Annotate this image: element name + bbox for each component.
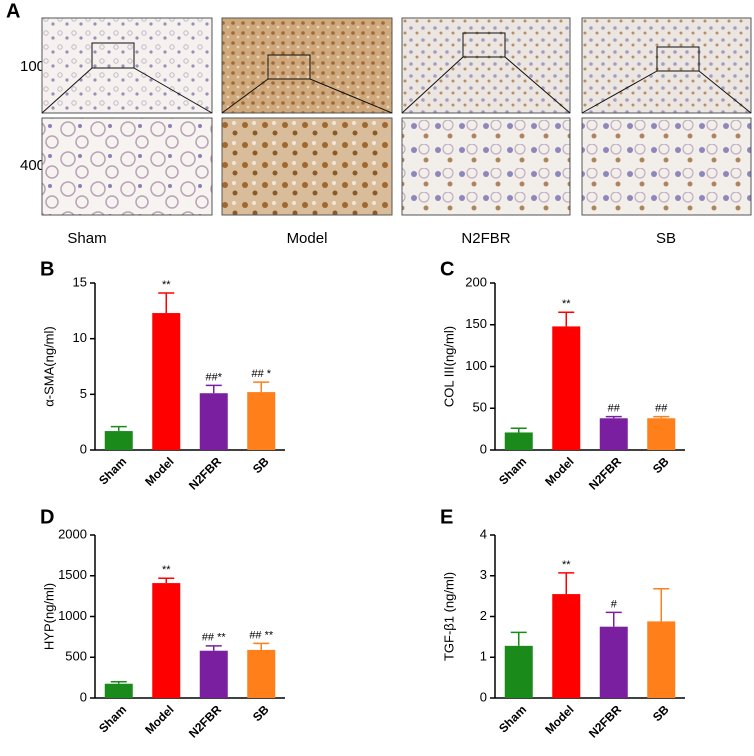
x-tick-label: Sham	[496, 702, 529, 735]
panel-label: B	[40, 258, 54, 280]
bar	[504, 645, 533, 698]
group-label: N2FBR	[461, 230, 510, 247]
x-tick-label: Model	[542, 702, 576, 736]
bar	[647, 418, 676, 450]
bar	[647, 621, 676, 698]
y-tick-label: 50	[473, 400, 487, 415]
zoom-line	[581, 70, 658, 114]
y-tick-label: 200	[465, 274, 487, 289]
significance: **	[162, 564, 171, 576]
bar	[104, 683, 133, 698]
micrograph	[41, 117, 213, 216]
zoom-box	[91, 42, 135, 69]
significance: ## **	[249, 629, 274, 641]
y-tick-label: 100	[465, 358, 487, 373]
y-tick-label: 150	[465, 316, 487, 331]
zoom-line	[309, 78, 393, 114]
significance: **	[562, 298, 571, 310]
micrograph	[221, 17, 393, 114]
zoom-line	[504, 56, 571, 114]
y-axis-label: TGF-β1 (ng/ml)	[441, 572, 456, 661]
bar	[104, 431, 133, 450]
x-tick-label: Sham	[96, 454, 129, 487]
y-tick-label: 0	[480, 441, 487, 456]
bar	[247, 392, 276, 450]
y-tick-label: 1000	[58, 608, 87, 623]
bar	[152, 583, 181, 698]
bar	[599, 418, 628, 450]
y-tick-label: 1	[480, 649, 487, 664]
x-tick-label: SB	[250, 702, 272, 724]
zoom-line	[41, 67, 93, 114]
micrograph	[401, 17, 571, 114]
x-tick-label: SB	[650, 702, 672, 724]
bar	[552, 326, 581, 450]
bar	[247, 649, 276, 698]
x-tick-label: N2FBR	[586, 454, 624, 492]
significance: ## **	[202, 632, 227, 644]
y-tick-label: 0	[80, 441, 87, 456]
x-tick-label: Model	[142, 454, 176, 488]
x-tick-label: SB	[250, 454, 272, 476]
significance: ##*	[205, 371, 222, 383]
y-tick-label: 1500	[58, 567, 87, 582]
y-tick-label: 0	[80, 689, 87, 704]
bar	[504, 432, 533, 450]
x-tick-label: SB	[650, 454, 672, 476]
significance: #	[611, 598, 618, 610]
bar	[199, 393, 228, 450]
y-tick-label: 4	[480, 526, 487, 541]
y-tick-label: 2000	[58, 526, 87, 541]
x-tick-label: Model	[142, 702, 176, 736]
y-tick-label: 15	[73, 274, 87, 289]
micrographs	[41, 17, 752, 216]
bar	[552, 594, 581, 698]
significance: **	[562, 559, 571, 571]
group-label: SB	[656, 230, 676, 247]
micrograph	[401, 117, 571, 216]
zoom-line	[698, 70, 752, 114]
zoom-box	[462, 32, 506, 58]
x-tick-label: Sham	[96, 702, 129, 735]
significance: ##	[608, 403, 621, 415]
y-tick-label: 0	[480, 689, 487, 704]
zoom-line	[133, 67, 213, 114]
y-tick-label: 5	[80, 386, 87, 401]
panel-label: A	[6, 0, 20, 22]
y-tick-label: 3	[480, 567, 487, 582]
y-axis-label: α-SMA(ng/ml)	[41, 326, 56, 406]
significance: ## *	[251, 368, 271, 380]
zoom-line	[221, 78, 269, 114]
zoom-box	[267, 54, 311, 80]
bar	[599, 626, 628, 698]
panel-label: C	[440, 258, 454, 280]
micrograph	[581, 117, 752, 216]
bar	[152, 313, 181, 450]
bar	[199, 650, 228, 698]
y-tick-label: 500	[65, 649, 87, 664]
group-label: Model	[287, 230, 328, 247]
x-tick-label: Model	[542, 454, 576, 488]
x-tick-label: N2FBR	[186, 702, 224, 740]
x-tick-label: N2FBR	[586, 702, 624, 740]
panel-label: E	[440, 506, 453, 528]
y-tick-label: 2	[480, 608, 487, 623]
y-axis-label: COL III(ng/ml)	[441, 326, 456, 407]
significance: ##	[655, 403, 668, 415]
panel-label: D	[40, 506, 54, 528]
x-tick-label: N2FBR	[186, 454, 224, 492]
zoom-box	[656, 46, 700, 72]
zoom-line	[401, 56, 464, 114]
y-tick-label: 10	[73, 330, 87, 345]
x-tick-label: Sham	[496, 454, 529, 487]
significance: **	[162, 279, 171, 291]
y-axis-label: HYP(ng/ml)	[41, 583, 56, 650]
micrograph	[221, 117, 393, 216]
group-label: Sham	[67, 230, 106, 247]
